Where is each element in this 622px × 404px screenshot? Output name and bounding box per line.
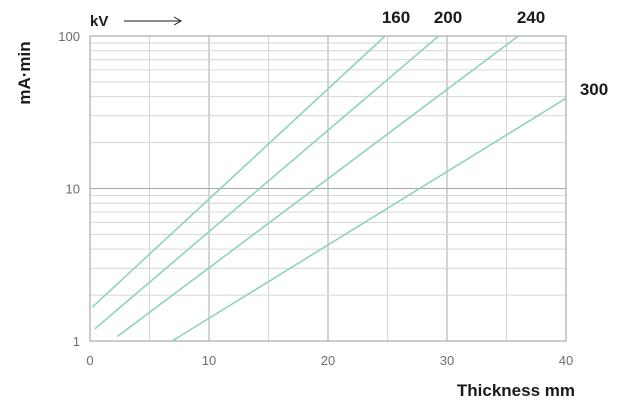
y-axis-title: mA·min xyxy=(15,41,34,104)
x-tick-label: 40 xyxy=(559,353,573,368)
series-label-200: 200 xyxy=(434,8,462,27)
series-line-240 xyxy=(116,35,519,338)
x-tick-label: 30 xyxy=(440,353,454,368)
series-line-200 xyxy=(94,35,440,330)
y-tick-label: 10 xyxy=(66,182,80,197)
x-axis-title: Thickness mm xyxy=(457,381,575,400)
series-label-240: 240 xyxy=(517,8,545,27)
series-unit-label: kV xyxy=(90,13,108,30)
x-tick-labels: 0 10 20 30 40 xyxy=(86,353,573,368)
y-tick-label: 100 xyxy=(58,29,80,44)
series-labels: 160 200 240 300 xyxy=(382,8,608,99)
x-tick-label: 0 xyxy=(86,353,93,368)
series-label-300: 300 xyxy=(580,80,608,99)
series-unit-arrow xyxy=(124,16,183,26)
series-label-160: 160 xyxy=(382,8,410,27)
y-tick-labels: 1 10 100 xyxy=(58,29,80,349)
grid xyxy=(89,35,567,342)
y-tick-label: 1 xyxy=(73,334,80,349)
x-tick-label: 10 xyxy=(202,353,216,368)
series-lines xyxy=(91,35,567,342)
series-line-300 xyxy=(171,97,567,342)
x-tick-label: 20 xyxy=(321,353,335,368)
plot-frame xyxy=(89,35,567,342)
series-line-160 xyxy=(91,35,386,308)
